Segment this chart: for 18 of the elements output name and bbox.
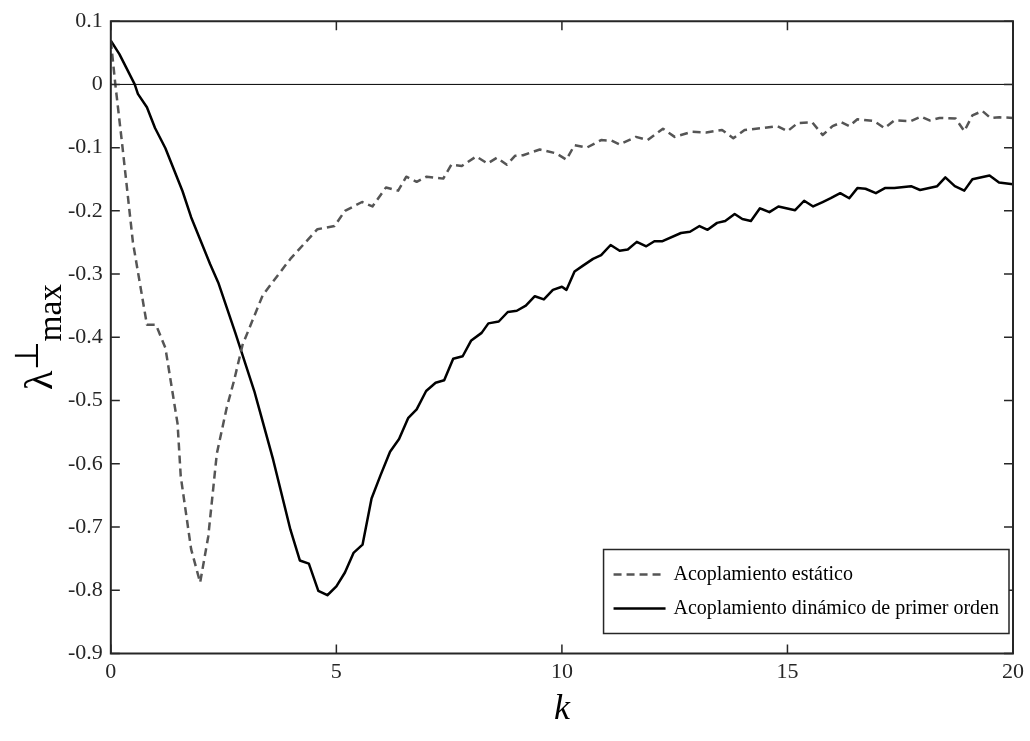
y-tick-label: -0.2 <box>68 196 103 222</box>
x-tick-label: 10 <box>550 658 573 684</box>
y-tick-label: -0.6 <box>68 449 103 475</box>
legend-label: Acoplamiento dinámico de primer orden <box>673 595 999 619</box>
y-tick-label: -0.1 <box>68 133 103 159</box>
y-tick-label: 0 <box>91 70 103 96</box>
legend-label: Acoplamiento estático <box>673 561 853 585</box>
y-tick-label: -0.5 <box>68 386 103 412</box>
x-tick-label: 15 <box>776 658 799 684</box>
y-tick-label: -0.9 <box>68 639 103 665</box>
y-tick-label: -0.4 <box>68 323 103 349</box>
y-tick-label: 0.1 <box>75 6 103 32</box>
x-tick-label: 20 <box>1002 658 1024 684</box>
y-tick-label: -0.7 <box>68 512 103 538</box>
x-tick-label: 5 <box>330 658 342 684</box>
x-axis-title: k <box>553 686 571 727</box>
y-tick-label: -0.3 <box>68 259 103 285</box>
y-tick-label: -0.8 <box>68 575 103 601</box>
